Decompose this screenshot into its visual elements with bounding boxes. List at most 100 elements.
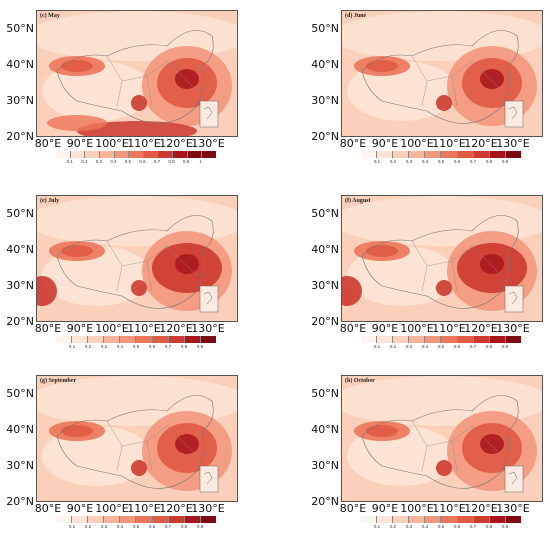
longitude-label: 120°E xyxy=(464,502,498,515)
colorbar-tick: 0.3 xyxy=(405,344,413,349)
colorbar-segment xyxy=(56,336,73,343)
longitude-label: 110°E xyxy=(432,502,466,515)
country-border xyxy=(361,215,519,309)
field-tarim-core xyxy=(61,425,93,437)
longitude-label: 90°E xyxy=(371,322,399,335)
colorbar-segment xyxy=(184,336,201,343)
colorbar-tick: 0.8 xyxy=(485,344,493,349)
field-hotspot xyxy=(175,254,199,274)
colorbar-tick: 0.7 xyxy=(469,159,477,164)
colorbar-tick: 0.6 xyxy=(148,524,156,529)
field-sichuan xyxy=(436,460,452,476)
map-panel: (e) July 50°N 40°N 30°N 20°N 80°E 90°E 100°E 110… xyxy=(0,185,240,355)
longitude-label: 110°E xyxy=(127,322,161,335)
colorbar-segment xyxy=(441,336,458,343)
map-panel: (c) May 50°N 40°N 30°N 20°N 80°E 90°E 100°E 110°… xyxy=(0,0,240,170)
colorbar-segment xyxy=(409,151,426,158)
colorbar-tick: 0.4 xyxy=(116,524,124,529)
latitude-label: 50°N xyxy=(311,207,339,220)
colorbar-tick: 0.3 xyxy=(405,159,413,164)
inset-coast xyxy=(203,106,213,120)
colorbar-segment xyxy=(489,516,506,523)
colorbar-segment xyxy=(377,336,394,343)
inset-box xyxy=(504,285,524,313)
colorbar-segment xyxy=(393,336,410,343)
colorbar-segment xyxy=(457,151,474,158)
colorbar-tick: 0.8 xyxy=(180,524,188,529)
colorbar-segment xyxy=(457,336,474,343)
colorbar-tick: 0.1 xyxy=(66,159,73,164)
inset-coast xyxy=(508,471,518,485)
colorbar-tick: 0.7 xyxy=(153,159,161,164)
colorbar-tick: 0.8 xyxy=(485,524,493,529)
colorbar-tick: 0.3 xyxy=(405,524,413,529)
colorbar-segment xyxy=(104,516,121,523)
field-sichuan xyxy=(131,280,147,296)
field-hotspot xyxy=(480,254,504,274)
latitude-label: 20°N xyxy=(311,315,339,328)
latitude-label: 20°N xyxy=(6,495,34,508)
latitude-label: 40°N xyxy=(6,243,34,256)
colorbar-tick: 0.7 xyxy=(469,344,477,349)
colorbar-segment xyxy=(425,336,442,343)
colorbar-segment xyxy=(457,516,474,523)
colorbar-segment xyxy=(505,336,521,343)
colorbar-segment xyxy=(88,336,105,343)
field-hotspot xyxy=(480,434,504,454)
longitude-label: 90°E xyxy=(66,322,94,335)
colorbar-tick: 0.5 xyxy=(132,344,140,349)
field-sichuan xyxy=(131,460,147,476)
country-border xyxy=(56,30,214,124)
latitude-label: 30°N xyxy=(311,279,339,292)
colorbar-segment xyxy=(200,516,216,523)
longitude-label: 120°E xyxy=(159,137,193,150)
panel-label: (d) June xyxy=(345,13,367,19)
colorbar-segment xyxy=(489,151,506,158)
longitude-label: 100°E xyxy=(95,322,129,335)
longitude-label: 130°E xyxy=(496,322,530,335)
field-plateau xyxy=(347,246,457,306)
colorbar-tick: 0.1 xyxy=(373,344,381,349)
longitude-label: 90°E xyxy=(66,137,94,150)
colorbar-segment xyxy=(136,516,153,523)
latitude-label: 20°N xyxy=(311,130,339,143)
longitude-label: 100°E xyxy=(95,137,129,150)
colorbar-segment xyxy=(104,336,121,343)
colorbar-tick: 0.7 xyxy=(164,344,172,349)
panel-label: (h) October xyxy=(345,378,375,384)
panel-label: (f) August xyxy=(345,198,371,204)
colorbar-tick: 0.2 xyxy=(389,344,397,349)
longitude-label: 110°E xyxy=(432,322,466,335)
colorbar-tick: 0.5 xyxy=(132,524,140,529)
province-borders xyxy=(411,420,503,472)
field-tarim-core xyxy=(61,245,93,257)
colorbar-ticks: 0.1 0.2 0.3 0.4 0.5 0.6 0.7 0.8 0.9 xyxy=(369,524,513,529)
colorbar-tick: 0.6 xyxy=(139,159,146,164)
colorbar-ticks: 0.1 0.2 0.3 0.4 0.5 0.6 0.7 0.8 0.9 xyxy=(64,524,208,529)
inset-box xyxy=(199,285,219,313)
longitude-label: 110°E xyxy=(127,502,161,515)
longitude-label: 130°E xyxy=(496,502,530,515)
colorbar-segment xyxy=(168,516,185,523)
colorbar-segment xyxy=(473,151,490,158)
longitude-label: 120°E xyxy=(464,137,498,150)
colorbar-segment xyxy=(152,336,169,343)
map-panel: (g) September 50°N 40°N 30°N 20°N 80°E 90°E 100… xyxy=(0,365,240,535)
colorbar-tick: 0.9 xyxy=(501,524,509,529)
colorbar-segment xyxy=(56,516,73,523)
inset-box xyxy=(199,465,219,493)
latitude-label: 50°N xyxy=(6,207,34,220)
colorbar-segment xyxy=(143,151,159,158)
province-borders xyxy=(106,420,198,472)
colorbar xyxy=(56,151,217,158)
colorbar-segment xyxy=(200,336,216,343)
colorbar-tick: 0.4 xyxy=(110,159,117,164)
longitude-label: 100°E xyxy=(400,502,434,515)
field-south xyxy=(77,121,197,136)
country-border xyxy=(56,395,214,489)
latitude-label: 30°N xyxy=(311,459,339,472)
latitude-label: 50°N xyxy=(6,387,34,400)
colorbar-segment xyxy=(473,516,490,523)
longitude-label: 110°E xyxy=(432,137,466,150)
panel-label: (c) May xyxy=(40,13,60,19)
